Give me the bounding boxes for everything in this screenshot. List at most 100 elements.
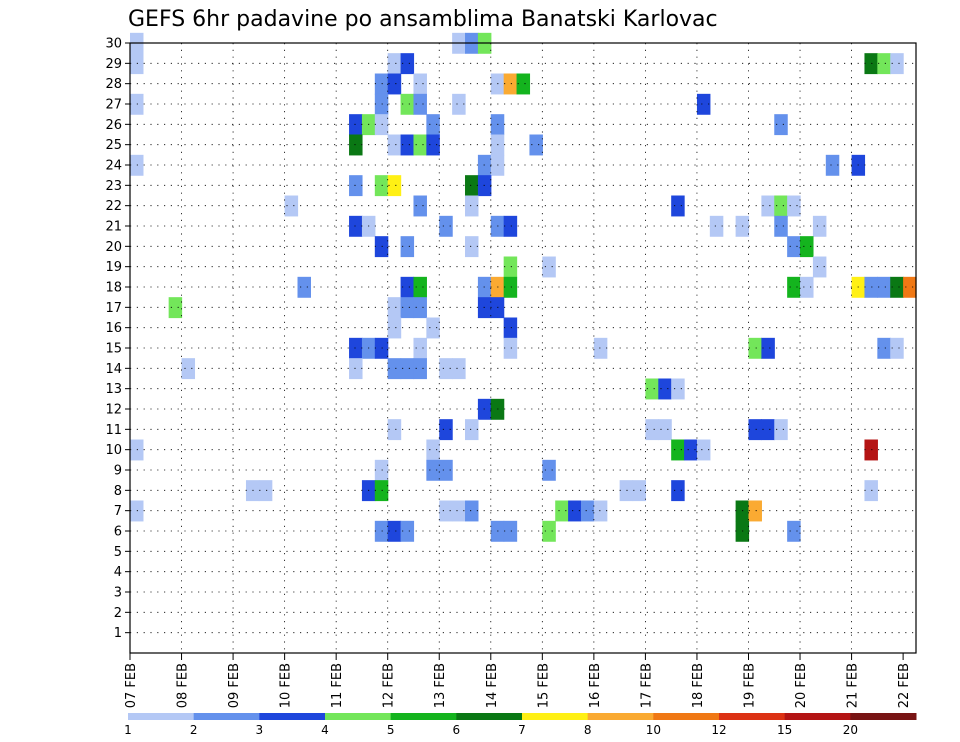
heatmap-cell — [465, 175, 479, 197]
heatmap-cell — [413, 73, 427, 95]
heatmap-cell — [387, 317, 402, 339]
heatmap-cell — [761, 419, 775, 441]
heatmap-cell — [413, 297, 427, 319]
heatmap-cell — [877, 276, 891, 298]
heatmap-cell — [130, 93, 144, 115]
heatmap-cell — [400, 236, 415, 258]
heatmap-cell — [812, 256, 827, 278]
y-tick-label: 10 — [105, 443, 122, 458]
x-tick-label: 21 FEB — [846, 663, 861, 708]
heatmap-cell — [645, 419, 659, 441]
x-tick-label: 22 FEB — [897, 663, 912, 708]
legend-label: 2 — [190, 723, 198, 737]
legend-label: 20 — [843, 723, 858, 737]
heatmap-cell — [374, 459, 389, 481]
x-tick-label: 18 FEB — [691, 663, 706, 708]
y-tick-label: 14 — [105, 362, 122, 377]
chart-title: GEFS 6hr padavine po ansamblima Banatski… — [128, 7, 718, 32]
heatmap-cell — [465, 195, 479, 217]
heatmap-cell — [877, 53, 891, 75]
x-tick-label: 09 FEB — [227, 663, 242, 708]
legend-label: 10 — [646, 723, 661, 737]
heatmap-cell — [774, 114, 788, 136]
heatmap-cell — [439, 459, 453, 481]
heatmap-cell — [465, 500, 479, 522]
heatmap-cell — [452, 358, 466, 380]
heatmap-cell — [181, 358, 196, 380]
heatmap-cell — [349, 175, 363, 197]
y-tick-label: 1 — [114, 626, 122, 641]
y-tick-label: 18 — [105, 281, 122, 296]
heatmap-cell — [774, 195, 788, 217]
heatmap-cell — [503, 215, 518, 237]
heatmap-cell — [709, 215, 724, 237]
heatmap-cell — [130, 500, 144, 522]
heatmap-cell — [503, 276, 518, 298]
heatmap-cell — [812, 215, 827, 237]
heatmap-cell — [696, 93, 711, 115]
heatmap-cell — [400, 276, 415, 298]
x-tick-label: 19 FEB — [742, 663, 757, 708]
x-tick-label: 14 FEB — [485, 663, 500, 708]
heatmap-cell — [297, 276, 311, 298]
heatmap-cell — [619, 480, 634, 502]
heatmap-cell — [800, 276, 814, 298]
heatmap-cell — [400, 520, 415, 542]
heatmap-cell — [542, 520, 556, 542]
heatmap-cell — [465, 419, 479, 441]
x-tick-label: 20 FEB — [794, 663, 809, 708]
legend-swatch — [653, 713, 720, 720]
heatmap-cell — [696, 439, 711, 461]
heatmap-cell — [284, 195, 299, 217]
heatmap-cell — [774, 215, 788, 237]
heatmap-cell — [761, 195, 775, 217]
heatmap-cell — [568, 500, 582, 522]
legend-swatch — [456, 713, 523, 720]
heatmap-cell — [349, 358, 363, 380]
heatmap-cell — [658, 378, 672, 400]
y-tick-label: 13 — [105, 382, 122, 397]
legend-label: 4 — [321, 723, 329, 737]
y-tick-label: 30 — [105, 37, 122, 52]
x-tick-label: 17 FEB — [639, 663, 654, 708]
y-tick-label: 9 — [114, 464, 122, 479]
legend-label: 3 — [256, 723, 264, 737]
heatmap-cell — [400, 134, 415, 156]
heatmap-cell — [387, 175, 402, 197]
heatmap-cell — [374, 175, 389, 197]
heatmap-cell — [503, 520, 518, 542]
heatmap-cell — [413, 93, 427, 115]
heatmap-cell — [761, 337, 775, 359]
heatmap-cell — [439, 215, 453, 237]
y-tick-label: 22 — [105, 199, 122, 214]
y-tick-label: 4 — [114, 565, 122, 580]
heatmap-cell — [800, 236, 814, 258]
heatmap-cell — [787, 520, 801, 542]
heatmap-cell — [400, 93, 415, 115]
heatmap-cell — [593, 500, 608, 522]
heatmap-cell — [374, 480, 389, 502]
plot-frame — [129, 42, 917, 654]
y-tick-label: 7 — [114, 504, 122, 519]
heatmap-cell — [439, 419, 453, 441]
y-tick-label: 15 — [105, 342, 122, 357]
heatmap-cell — [130, 53, 144, 75]
heatmap-cell — [426, 459, 440, 481]
legend-label: 7 — [518, 723, 526, 737]
heatmap-cell — [439, 358, 453, 380]
legend-label: 5 — [387, 723, 395, 737]
heatmap-cell — [387, 419, 402, 441]
y-tick-label: 8 — [114, 484, 122, 499]
heatmap-cell — [787, 236, 801, 258]
heatmap-cell — [503, 337, 518, 359]
legend-label: 1 — [124, 723, 132, 737]
legend-label: 15 — [777, 723, 792, 737]
x-tick-label: 13 FEB — [433, 663, 448, 708]
heatmap-cell — [439, 500, 453, 522]
y-tick-label: 26 — [105, 118, 122, 133]
y-tick-label: 12 — [105, 403, 122, 418]
y-tick-label: 29 — [105, 57, 122, 72]
heatmap-cell — [374, 236, 389, 258]
heatmap-cell — [684, 439, 698, 461]
legend-swatch — [259, 713, 326, 720]
